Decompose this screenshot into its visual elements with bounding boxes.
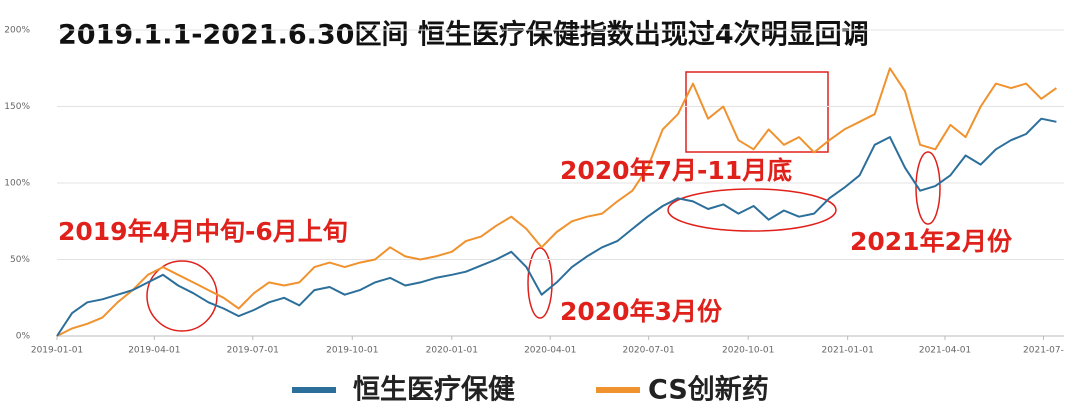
annotation: 2020年3月份 — [560, 297, 722, 326]
highlight-ellipse — [915, 151, 941, 225]
x-tick-label: 2020-04-01 — [524, 346, 576, 356]
x-tick-label: 2021-01-01 — [822, 346, 874, 356]
highlight-ellipse — [667, 188, 837, 232]
y-tick-label: 150% — [4, 102, 30, 112]
x-tick-label: 2021-04-01 — [919, 346, 971, 356]
x-tick-label: 2021-07- — [1023, 346, 1064, 356]
x-tick-label: 2020-10-01 — [722, 346, 774, 356]
x-tick-label: 2020-01-01 — [426, 346, 478, 356]
y-tick-label: 50% — [10, 255, 30, 265]
highlight-ellipse — [527, 247, 553, 319]
legend-label: 恒生医疗保健 — [353, 374, 515, 406]
x-tick-label: 2019-01-01 — [31, 346, 83, 356]
y-tick-label: 100% — [4, 179, 30, 189]
highlight-circle — [146, 260, 218, 332]
y-tick-label: 200% — [4, 26, 30, 36]
x-tick-label: 2019-04-01 — [128, 346, 180, 356]
annotation: 2020年7月-11月底 — [560, 156, 792, 185]
chart-title: 2019.1.1-2021.6.30区间 恒生医疗保健指数出现过4次明显回调 — [58, 19, 869, 51]
y-tick-label: 0% — [16, 332, 31, 342]
series-line — [56, 67, 1057, 337]
highlight-rect — [685, 71, 829, 153]
series-line — [56, 117, 1057, 337]
x-tick-label: 2019-07-01 — [227, 346, 279, 356]
annotation: 2019年4月中旬-6月上旬 — [58, 217, 348, 246]
legend-label: CS创新药 — [648, 374, 769, 406]
x-tick-label: 2019-10-01 — [326, 346, 378, 356]
annotation: 2021年2月份 — [850, 227, 1012, 256]
x-tick-label: 2020-07-01 — [622, 346, 674, 356]
